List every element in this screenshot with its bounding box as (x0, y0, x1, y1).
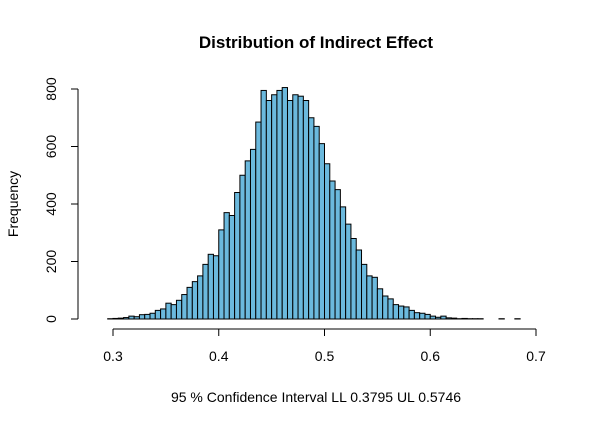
histogram-bar (170, 304, 177, 320)
histogram-bar (387, 298, 394, 320)
y-axis: 0 200 400 600 800 (43, 77, 79, 323)
histogram-bar (371, 276, 378, 320)
histogram-bars (107, 87, 521, 320)
histogram-bar (334, 189, 341, 320)
histogram-bar (445, 317, 452, 320)
histogram-bar (308, 117, 315, 320)
histogram-bar (429, 315, 437, 320)
histogram-bar (260, 89, 267, 320)
histogram-bar (403, 306, 410, 320)
histogram-bar (207, 253, 214, 320)
histogram-bar (133, 316, 140, 320)
histogram-bar (165, 302, 172, 320)
histogram-bar (461, 317, 468, 320)
x-tick-label: 0.5 (315, 348, 335, 364)
histogram-bar (382, 295, 389, 320)
histogram-bar (297, 95, 304, 320)
histogram-bar (181, 294, 188, 320)
y-tick-label: 400 (43, 192, 59, 216)
histogram-bar (191, 281, 199, 320)
histogram-bar (112, 317, 119, 320)
histogram-bar (392, 304, 400, 320)
histogram-bar (271, 94, 278, 320)
histogram-bar (376, 288, 384, 320)
histogram-bar (350, 238, 357, 320)
histogram-bar (398, 305, 405, 320)
histogram-bar (339, 206, 347, 320)
x-axis: 0.3 0.4 0.5 0.6 0.7 (103, 328, 546, 364)
histogram-bar (313, 125, 320, 320)
histogram-bar (197, 275, 204, 320)
x-tick-label: 0.7 (526, 348, 546, 364)
histogram-bar (239, 174, 246, 320)
histogram-bar (413, 312, 421, 320)
histogram-bar (255, 121, 262, 320)
histogram-bar (249, 148, 257, 320)
histogram-bar (212, 255, 220, 320)
histogram-bar (123, 317, 130, 320)
y-axis-label: Frequency (5, 171, 21, 237)
histogram-bar (329, 180, 336, 320)
histogram-bar (160, 308, 167, 320)
histogram-bar (218, 229, 225, 320)
histogram-bar (276, 89, 283, 320)
y-tick-label: 600 (43, 135, 59, 159)
histogram-bar (265, 100, 273, 320)
histogram-bar (345, 223, 352, 320)
histogram-bar (302, 100, 310, 320)
histogram-bar (361, 263, 368, 320)
histogram-bar (292, 94, 299, 320)
histogram-bar (149, 312, 156, 320)
histogram-bar (355, 249, 363, 320)
histogram-bar (175, 299, 183, 320)
histogram-bar (419, 312, 426, 320)
histogram-bar (324, 163, 331, 320)
histogram-bar (186, 286, 193, 320)
histogram-bar (128, 315, 135, 320)
histogram-bar (424, 313, 431, 320)
histogram-bar (144, 313, 151, 320)
histogram-bar (202, 263, 209, 320)
histogram-bar (318, 143, 325, 320)
x-axis-label: 95 % Confidence Interval LL 0.3795 UL 0.… (171, 389, 461, 405)
histogram-bar (450, 317, 458, 320)
histogram-bar (440, 315, 447, 320)
histogram-bar (228, 215, 236, 320)
histogram-bar (408, 309, 415, 320)
x-tick-label: 0.6 (421, 348, 441, 364)
histogram-bar (286, 100, 294, 320)
histogram-bar (138, 314, 146, 320)
y-tick-label: 0 (43, 315, 59, 323)
histogram-bar (435, 316, 442, 320)
y-tick-label: 800 (43, 77, 59, 101)
histogram-bar (234, 192, 241, 320)
histogram-bar (117, 317, 125, 320)
histogram-bar (366, 275, 373, 320)
histogram-bar (244, 160, 251, 320)
x-tick-label: 0.4 (209, 348, 229, 364)
histogram-bar (281, 87, 288, 320)
histogram-bar (154, 309, 162, 320)
chart-title: Distribution of Indirect Effect (199, 33, 434, 52)
x-tick-label: 0.3 (103, 348, 123, 364)
histogram-bar (223, 212, 230, 320)
y-tick-label: 200 (43, 250, 59, 274)
